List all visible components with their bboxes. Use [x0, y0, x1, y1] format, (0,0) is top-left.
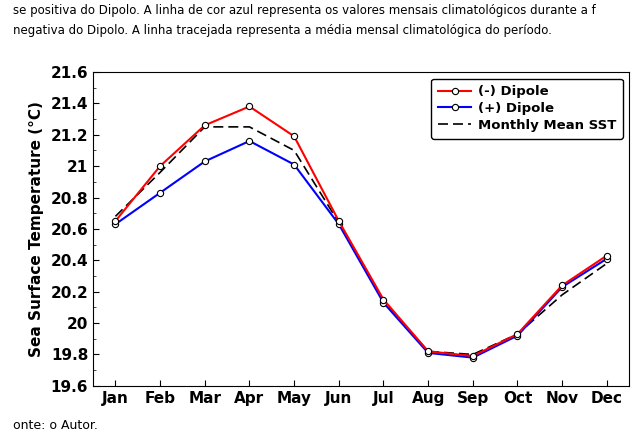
(+) Dipole — [246, 138, 254, 143]
(-) Dipole — [246, 104, 254, 109]
(+) Dipole — [469, 355, 476, 360]
(-) Dipole — [469, 354, 476, 359]
(-) Dipole — [156, 164, 164, 169]
Line: Monthly Mean SST: Monthly Mean SST — [116, 127, 607, 354]
(-) Dipole — [112, 218, 119, 224]
Legend: (-) Dipole, (+) Dipole, Monthly Mean SST: (-) Dipole, (+) Dipole, Monthly Mean SST — [431, 78, 623, 139]
(+) Dipole — [514, 333, 521, 338]
Y-axis label: Sea Surface Temperature (°C): Sea Surface Temperature (°C) — [28, 101, 44, 357]
Line: (+) Dipole: (+) Dipole — [112, 138, 610, 361]
Line: (-) Dipole: (-) Dipole — [112, 103, 610, 359]
(+) Dipole — [290, 162, 298, 167]
(-) Dipole — [379, 297, 387, 302]
(-) Dipole — [514, 331, 521, 337]
(+) Dipole — [379, 300, 387, 305]
(-) Dipole — [603, 253, 611, 258]
Monthly Mean SST — [201, 124, 209, 129]
(-) Dipole — [335, 218, 343, 224]
Monthly Mean SST — [469, 352, 476, 357]
(+) Dipole — [424, 350, 432, 355]
Monthly Mean SST — [335, 220, 343, 225]
Monthly Mean SST — [379, 299, 387, 304]
(-) Dipole — [290, 134, 298, 139]
Monthly Mean SST — [603, 261, 611, 266]
Text: se positiva do Dipolo. A linha de cor azul representa os valores mensais climato: se positiva do Dipolo. A linha de cor az… — [13, 4, 596, 17]
(+) Dipole — [603, 256, 611, 261]
Monthly Mean SST — [424, 349, 432, 354]
Monthly Mean SST — [112, 214, 119, 219]
Monthly Mean SST — [246, 124, 254, 129]
Monthly Mean SST — [156, 170, 164, 175]
Monthly Mean SST — [290, 148, 298, 153]
(+) Dipole — [559, 284, 566, 290]
(+) Dipole — [112, 221, 119, 227]
(-) Dipole — [424, 349, 432, 354]
(+) Dipole — [335, 221, 343, 227]
(+) Dipole — [156, 190, 164, 195]
(-) Dipole — [201, 123, 209, 128]
Text: negativa do Dipolo. A linha tracejada representa a média mensal climatológica do: negativa do Dipolo. A linha tracejada re… — [13, 24, 551, 37]
(+) Dipole — [201, 159, 209, 164]
Monthly Mean SST — [559, 292, 566, 297]
(-) Dipole — [559, 283, 566, 288]
Monthly Mean SST — [514, 331, 521, 337]
Text: onte: o Autor.: onte: o Autor. — [13, 419, 98, 432]
